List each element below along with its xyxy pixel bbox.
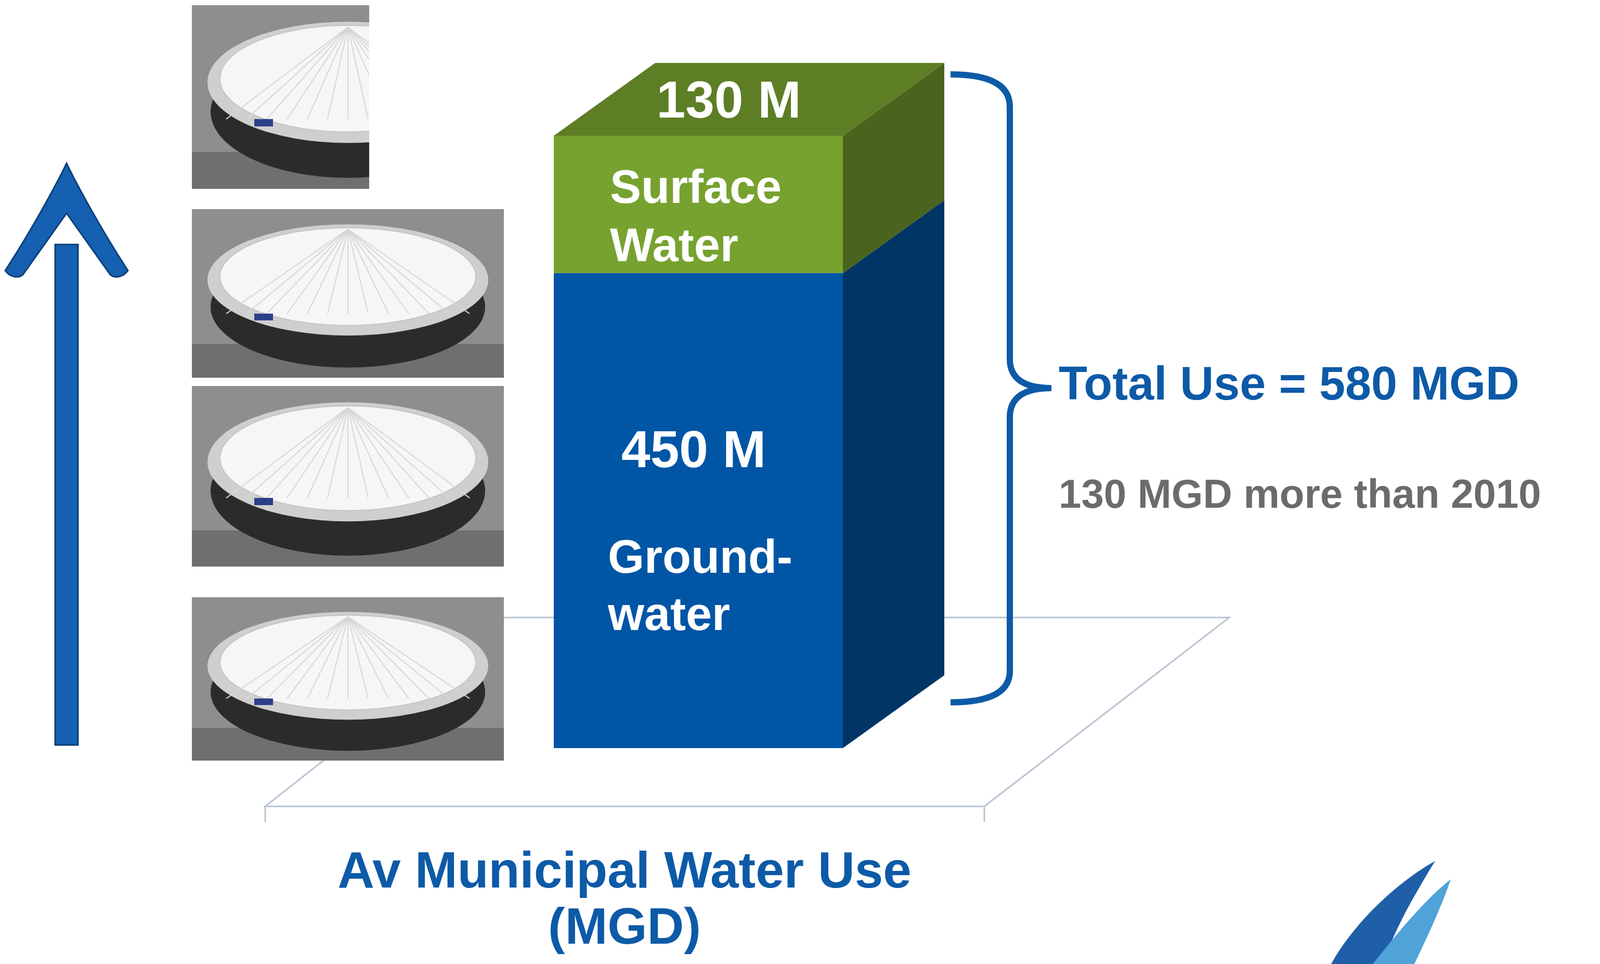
svg-text:130 MGD more than 2010: 130 MGD more than 2010 [1058,470,1542,517]
svg-text:Av Municipal Water Use: Av Municipal Water Use [337,840,912,899]
svg-text:Ground-: Ground- [607,530,793,583]
svg-text:water: water [607,587,731,640]
svg-text:(MGD): (MGD) [548,896,701,955]
svg-text:Surface: Surface [609,160,782,213]
svg-text:Total Use = 580 MGD: Total Use = 580 MGD [1058,357,1520,410]
svg-text:Water: Water [609,218,739,271]
svg-text:450 M: 450 M [621,419,766,478]
svg-text:130 M: 130 M [656,70,802,129]
